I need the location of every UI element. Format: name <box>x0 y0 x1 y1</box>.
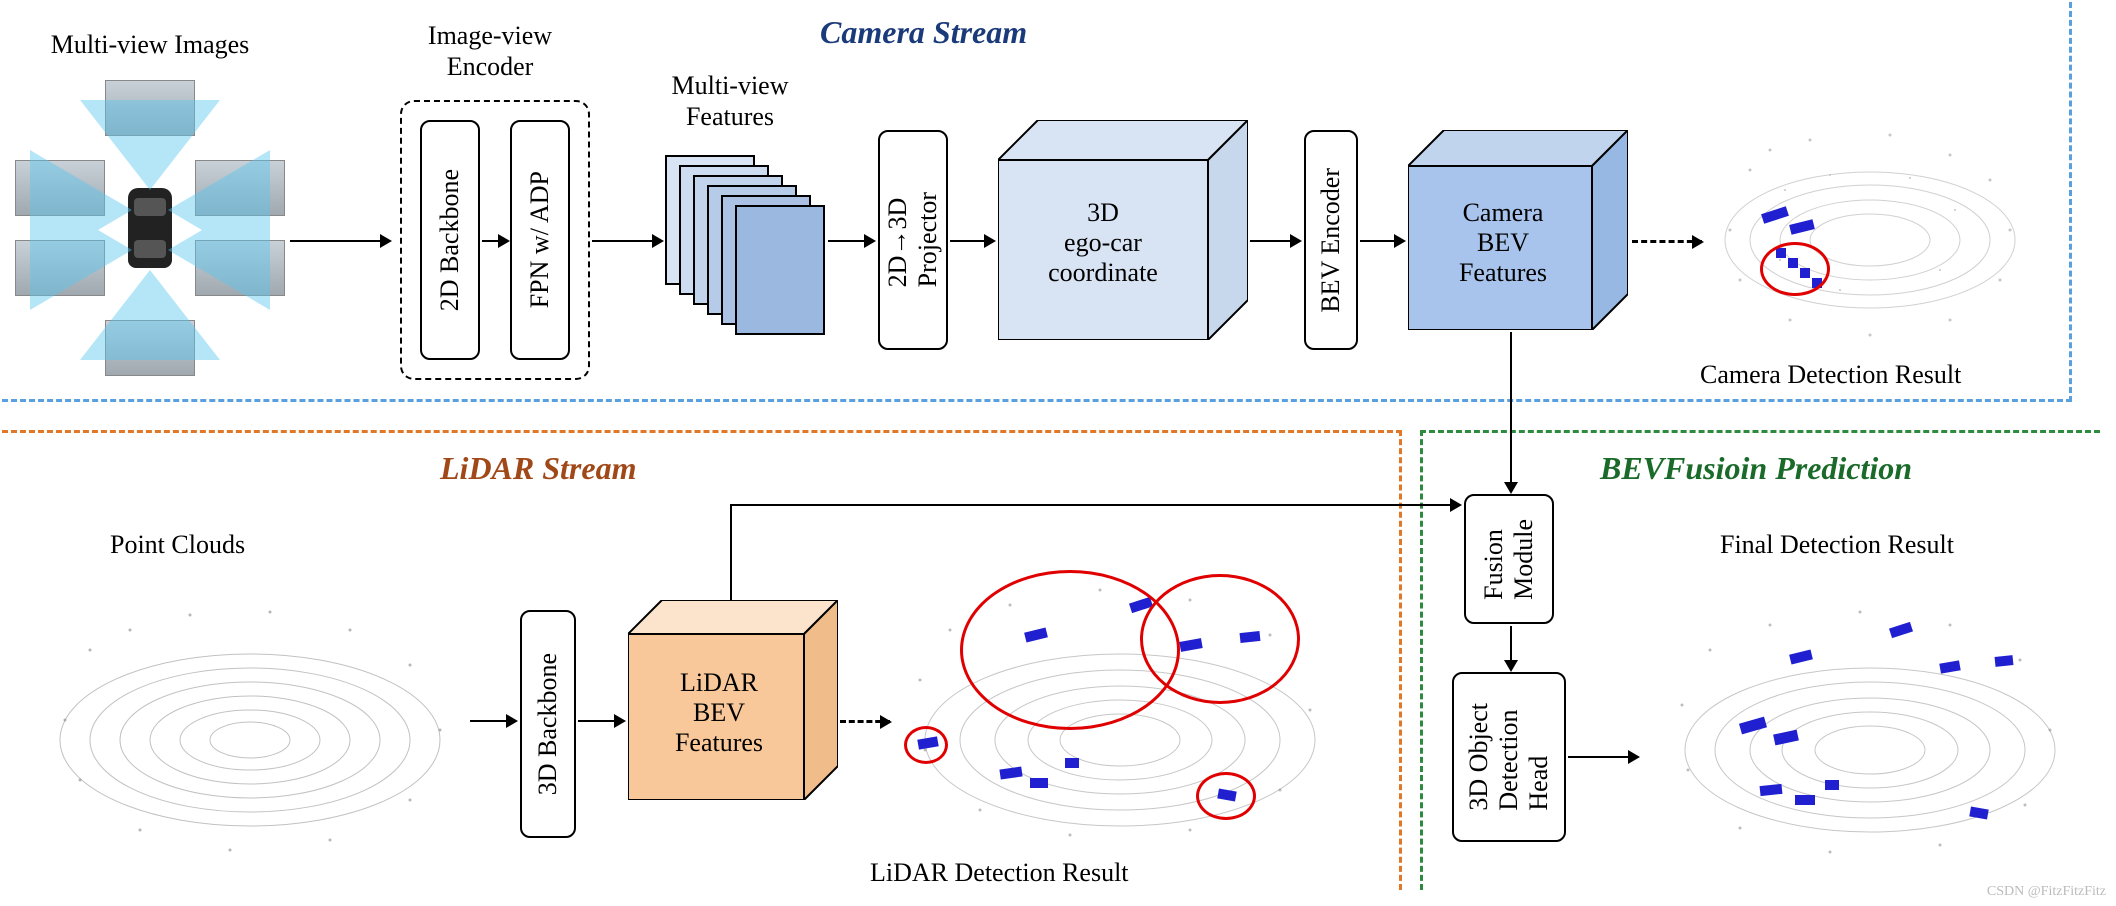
projector-label: 2D→3DProjector <box>883 192 943 287</box>
arrow-feat-projector <box>828 240 874 242</box>
camera-detection-result <box>1690 80 2050 360</box>
backbone-2d-label: 2D Backbone <box>435 169 465 311</box>
arrow-backbone-fpn <box>482 240 508 242</box>
fpn-adp-label: FPN w/ ADP <box>525 171 555 308</box>
final-detection-result <box>1640 570 2080 870</box>
multi-view-features-label: Multi-viewFeatures <box>640 70 820 132</box>
arrow-fusion-head <box>1510 626 1512 670</box>
arrow-head-final <box>1568 756 1638 758</box>
lidar-detection-result <box>870 540 1350 850</box>
final-detection-caption: Final Detection Result <box>1720 530 1954 560</box>
arrow-cambev-fusion <box>1510 332 1512 492</box>
ego-car-cube: 3Dego-carcoordinate <box>998 120 1248 340</box>
multi-view-images-label: Multi-view Images <box>20 30 280 60</box>
lidar-stream-title: LiDAR Stream <box>440 450 636 487</box>
camera-bev-features: CameraBEVFeatures <box>1408 130 1628 330</box>
multi-view-images <box>10 70 290 390</box>
arrow-lidarbev-fusion <box>730 504 1460 506</box>
watermark: CSDN @FitzFitzFitz <box>1987 884 2106 900</box>
backbone-3d: 3D Backbone <box>520 610 576 838</box>
lidar-detection-caption: LiDAR Detection Result <box>870 858 1129 888</box>
detection-head-label: 3D ObjectDetectionHead <box>1464 703 1554 811</box>
backbone-3d-label: 3D Backbone <box>533 653 563 795</box>
multi-view-features <box>665 155 845 335</box>
arrow-projector-ego <box>950 240 994 242</box>
arrow-bevenc-cambev <box>1360 240 1404 242</box>
fpn-adp: FPN w/ ADP <box>510 120 570 360</box>
image-view-encoder-label: Image-viewEncoder <box>400 20 580 82</box>
fusion-module: FusionModule <box>1464 494 1554 624</box>
arrow-3d-lidarbev <box>578 720 624 722</box>
camera-detection-caption: Camera Detection Result <box>1700 360 1961 390</box>
point-clouds <box>30 570 470 870</box>
lidar-bev-features: LiDARBEVFeatures <box>628 600 838 800</box>
backbone-2d: 2D Backbone <box>420 120 480 360</box>
point-clouds-label: Point Clouds <box>110 530 245 560</box>
arrow-encoder-feat <box>592 240 662 242</box>
bev-encoder: BEV Encoder <box>1304 130 1358 350</box>
detection-head: 3D ObjectDetectionHead <box>1452 672 1566 842</box>
arrow-ego-bevenc <box>1250 240 1300 242</box>
arrow-pc-3dbackbone <box>470 720 516 722</box>
projector-2d3d: 2D→3DProjector <box>878 130 948 350</box>
fusion-module-label: FusionModule <box>1479 519 1539 600</box>
camera-stream-title: Camera Stream <box>820 14 1027 51</box>
line-lidarbev-up <box>730 504 732 600</box>
arrow-mvimg-encoder <box>290 240 390 242</box>
bev-encoder-label: BEV Encoder <box>1316 168 1346 313</box>
fusion-title: BEVFusioin Prediction <box>1600 450 1912 487</box>
